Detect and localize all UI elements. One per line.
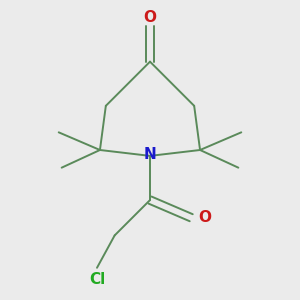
Text: Cl: Cl [89,272,105,287]
Text: N: N [144,147,156,162]
Text: O: O [199,210,212,225]
Text: O: O [143,10,157,25]
